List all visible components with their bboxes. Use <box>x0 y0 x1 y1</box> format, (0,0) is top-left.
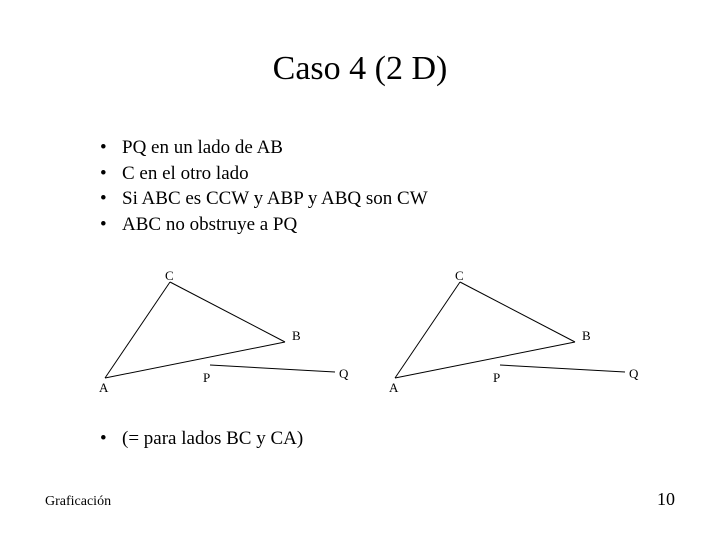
svg-text:A: A <box>99 380 109 395</box>
bullet-text: C en el otro lado <box>122 161 249 187</box>
svg-text:Q: Q <box>339 366 349 381</box>
triangle-diagram-icon: A B C P Q <box>95 270 355 400</box>
bullet-item: • Si ABC es CCW y ABP y ABQ son CW <box>100 186 428 212</box>
bullet-list-top: • PQ en un lado de AB • C en el otro lad… <box>100 135 428 238</box>
svg-text:C: C <box>455 270 464 283</box>
svg-text:B: B <box>582 328 591 343</box>
bullet-item: • C en el otro lado <box>100 161 428 187</box>
bullet-text: PQ en un lado de AB <box>122 135 283 161</box>
triangle-diagram-icon: A B C P Q <box>385 270 645 400</box>
bullet-text: (= para lados BC y CA) <box>122 428 303 450</box>
footer-label: Graficación <box>45 494 111 510</box>
bullet-text: Si ABC es CCW y ABP y ABQ son CW <box>122 186 428 212</box>
page-number: 10 <box>657 489 675 510</box>
bullet-marker: • <box>100 135 122 161</box>
bullet-list-bottom: • (= para lados BC y CA) <box>100 428 303 450</box>
figure-left: ABCPQ <box>95 270 345 400</box>
svg-text:B: B <box>292 328 301 343</box>
bullet-marker: • <box>100 161 122 187</box>
svg-text:P: P <box>493 370 500 385</box>
svg-text:P: P <box>203 370 210 385</box>
bullet-item: • PQ en un lado de AB <box>100 135 428 161</box>
bullet-marker: • <box>100 212 122 238</box>
svg-text:Q: Q <box>629 366 639 381</box>
bullet-item: • (= para lados BC y CA) <box>100 428 303 450</box>
figures-row: A B C P Q A B C P Q <box>95 270 635 400</box>
bullet-text: ABC no obstruye a PQ <box>122 212 297 238</box>
figure-right: ABCPQ <box>385 270 635 400</box>
bullet-marker: • <box>100 186 122 212</box>
svg-text:A: A <box>389 380 399 395</box>
bullet-item: • ABC no obstruye a PQ <box>100 212 428 238</box>
bullet-marker: • <box>100 428 122 450</box>
slide-title: Caso 4 (2 D) <box>0 50 720 88</box>
svg-text:C: C <box>165 270 174 283</box>
